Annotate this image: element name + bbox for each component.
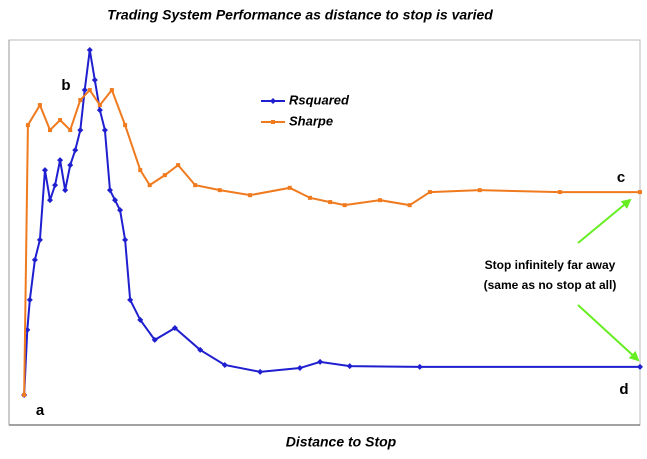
legend-label: Rsquared [289,92,350,107]
legend-marker [270,98,276,104]
data-point [68,128,73,133]
data-point [176,163,181,168]
data-point [122,236,129,243]
data-point [378,198,383,203]
data-point [37,103,42,108]
legend-box [258,88,355,133]
data-point [86,47,93,54]
data-point [346,363,353,370]
note-text: (same as no stop at all) [484,278,617,292]
data-point [416,363,423,370]
data-point [58,118,63,123]
data-point [296,365,303,372]
data-point [217,188,222,193]
data-point [307,195,312,200]
note-text: Stop infinitely far away [485,258,616,272]
data-point [26,296,33,303]
chart-title: Trading System Performance as distance t… [107,7,493,23]
data-point [52,182,59,189]
data-point [477,188,482,193]
data-point [557,190,562,195]
data-point [57,157,64,164]
series-line [23,88,640,395]
annotation: c [617,169,625,186]
data-point [147,183,152,188]
data-point [123,123,128,128]
data-point [151,336,158,343]
data-point [637,363,643,370]
arrow [577,198,632,244]
data-point [47,197,54,204]
data-point [112,197,119,204]
data-point [22,392,27,397]
data-point [77,127,84,134]
data-point [48,128,53,133]
data-point [638,190,642,195]
data-point [317,358,324,365]
data-point [137,316,144,323]
data-point [36,236,43,243]
data-point [91,77,98,84]
data-point [78,98,83,103]
data-point [328,200,333,205]
arrow [577,304,640,362]
data-point [427,190,432,195]
data-point [101,127,108,134]
data-point [407,203,412,208]
data-point [87,88,92,93]
data-point [138,168,143,173]
data-point [67,162,74,169]
data-point [72,147,79,154]
data-point [31,256,38,263]
series-line [23,49,640,396]
legend-marker [271,120,275,124]
data-point [127,296,134,303]
data-point [171,324,178,331]
data-point [106,187,113,194]
x-axis-label: Distance to Stop [286,434,397,450]
annotation: b [61,77,70,94]
data-point [109,88,114,93]
annotation: d [619,381,628,398]
data-point [162,173,167,178]
data-point [287,185,292,190]
data-point [248,193,253,198]
data-point [96,107,103,114]
data-point [117,207,124,214]
annotation: a [36,402,45,419]
data-point [257,368,264,375]
data-point [193,183,198,188]
legend-label: Sharpe [289,113,333,128]
data-point [62,187,69,194]
data-point [97,103,102,108]
data-point [41,167,48,174]
data-point [342,203,347,208]
data-point [197,346,204,353]
data-point [25,123,30,128]
data-point [81,87,88,94]
data-point [221,361,228,368]
